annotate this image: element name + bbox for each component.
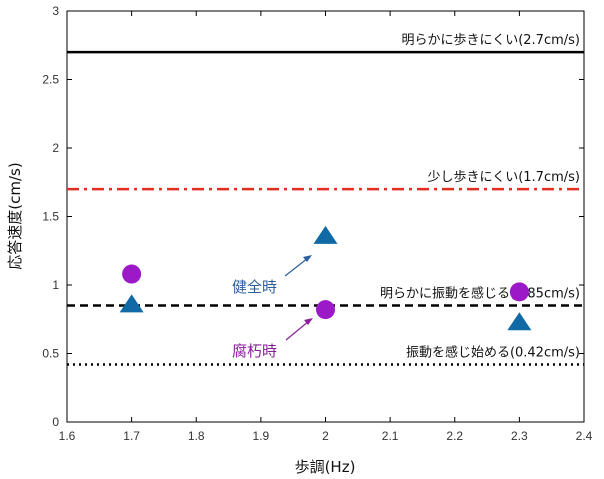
series-arrowhead-healthy (303, 255, 312, 262)
data-point-circle (122, 264, 142, 284)
x-tick-label: 2 (322, 429, 329, 443)
y-tick-label: 0 (52, 415, 59, 429)
data-point-triangle (507, 312, 532, 331)
series-arrow-healthy (284, 257, 309, 277)
series-label-healthy: 健全時 (232, 278, 277, 296)
tick-layer: 1.6 1.7 1.8 1.9 2 2.1 2.2 2.3 2.4 0 0.5 1 1.5 2 2.5 3 (42, 4, 592, 443)
x-tick-label: 1.6 (59, 429, 76, 443)
reference-line-label: 少し歩きにくい(1.7cm/s) (427, 170, 580, 185)
y-axis-title: 応答速度(cm/s) (6, 162, 24, 269)
plot-area (66, 10, 585, 423)
series-label-decayed: 腐朽時 (232, 342, 277, 360)
reference-lines: 明らかに歩きにくい(2.7cm/s) 少し歩きにくい(1.7cm/s) 明らかに振動… (67, 33, 584, 366)
y-tick-label: 3 (52, 4, 59, 18)
x-tick-label: 1.7 (123, 429, 140, 443)
data-marks (119, 225, 532, 331)
y-tick-label: 1.5 (42, 210, 59, 224)
y-tick-label: 2.5 (42, 73, 59, 87)
reference-line-label: 振動を感じ始める(0.42cm/s) (406, 344, 580, 360)
data-point-circle (509, 282, 529, 302)
x-tick-label: 2.4 (576, 429, 593, 443)
x-axis-title: 歩調(Hz) (295, 458, 356, 476)
series-arrowhead-decayed (304, 318, 313, 325)
data-point-triangle (313, 225, 338, 244)
reference-line-label: 明らかに歩きにくい(2.7cm/s) (401, 33, 580, 48)
x-tick-label: 2.2 (446, 429, 463, 443)
x-tick-label: 2.3 (511, 429, 528, 443)
x-tick-label: 1.8 (188, 429, 205, 443)
y-tick-label: 0.5 (42, 347, 59, 361)
x-tick-label: 1.9 (253, 429, 270, 443)
series-arrow-decayed (285, 320, 310, 341)
y-tick-label: 2 (52, 141, 59, 155)
data-point-triangle (119, 294, 144, 313)
y-tick-label: 1 (52, 278, 59, 292)
x-tick-label: 2.1 (382, 429, 399, 443)
reference-line-label: 明らかに振動を感じる(0.85cm/s) (380, 286, 580, 302)
data-point-circle (316, 300, 335, 320)
